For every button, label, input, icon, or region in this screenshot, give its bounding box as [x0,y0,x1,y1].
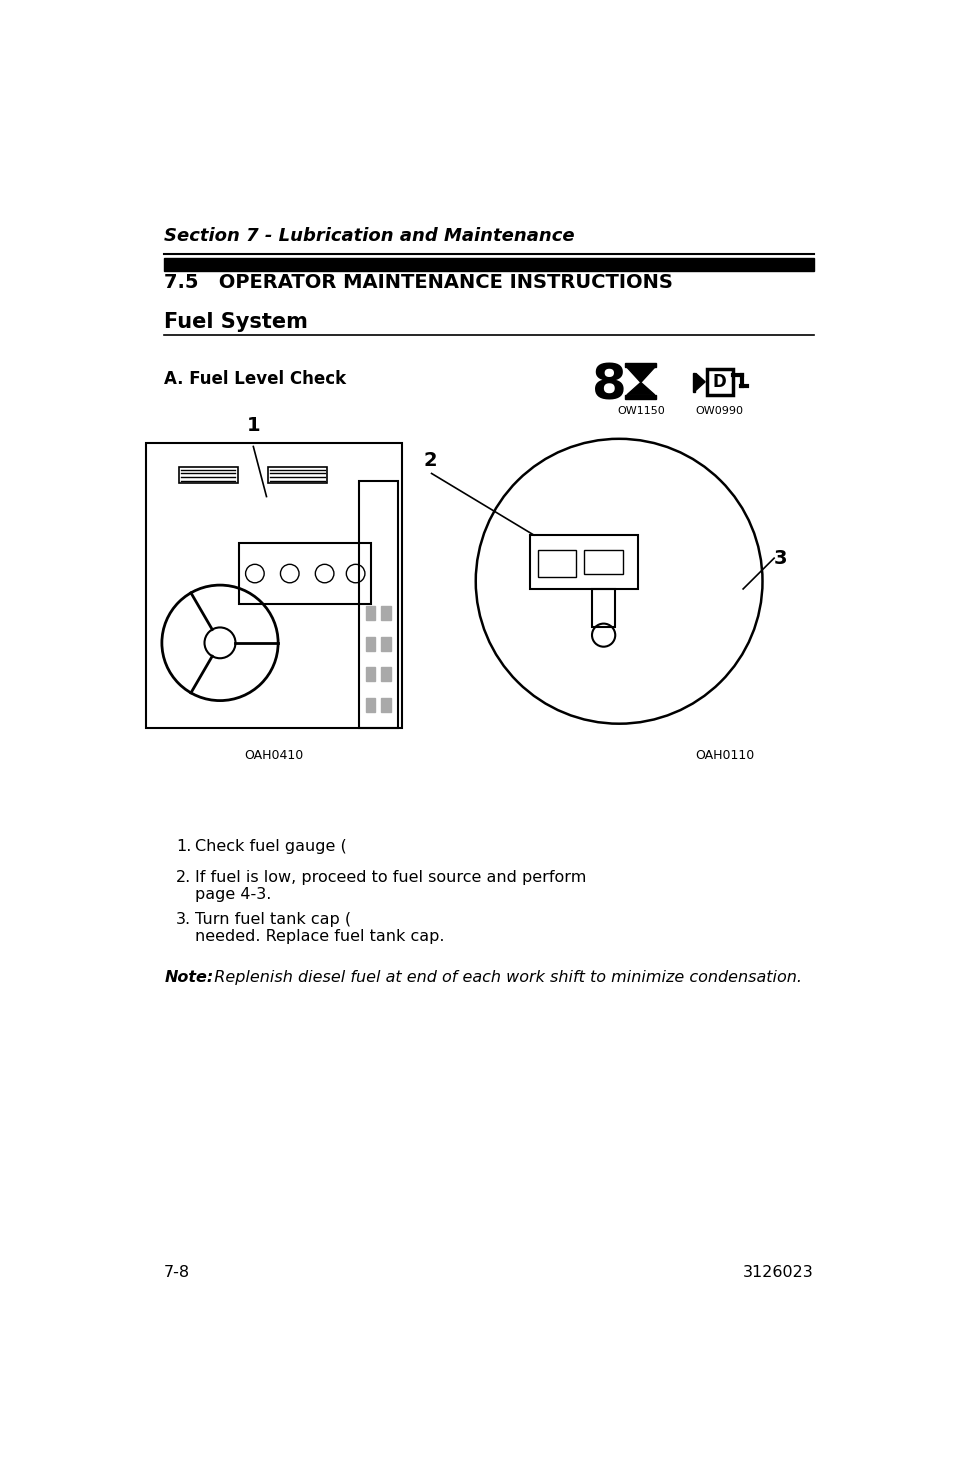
Text: 8: 8 [592,361,626,410]
Text: Fuel System: Fuel System [164,311,308,332]
Text: 1: 1 [246,416,260,435]
Polygon shape [626,382,654,395]
Text: Check fuel gauge (: Check fuel gauge ( [195,839,347,854]
Bar [365,668,375,681]
Text: Note:: Note: [164,971,213,985]
Text: 7-8: 7-8 [164,1266,191,1280]
Text: OAH0410: OAH0410 [244,749,304,763]
Bar [706,369,732,395]
Bar [365,698,375,712]
Text: A. Fuel Level Check: A. Fuel Level Check [164,370,346,388]
Bar [381,668,390,681]
Text: OW0990: OW0990 [695,407,743,416]
Text: 7.5   OPERATOR MAINTENANCE INSTRUCTIONS: 7.5 OPERATOR MAINTENANCE INSTRUCTIONS [164,273,673,292]
Text: 1.: 1. [175,839,191,854]
Text: 3: 3 [773,549,787,568]
Bar [537,550,576,577]
Text: If fuel is low, proceed to fuel source and perform: If fuel is low, proceed to fuel source a… [195,870,591,885]
Bar [365,606,375,619]
Bar [239,543,371,605]
Text: 2.: 2. [175,870,191,885]
Bar [381,698,390,712]
Bar [624,395,656,398]
Text: Turn fuel tank cap (: Turn fuel tank cap ( [195,913,351,928]
Text: D: D [712,373,726,391]
Polygon shape [695,373,704,391]
Polygon shape [626,367,654,382]
Bar [365,637,375,650]
Bar [381,637,390,650]
Text: needed. Replace fuel tank cap.: needed. Replace fuel tank cap. [195,929,444,944]
Bar [624,363,656,367]
Text: Section 7 - Lubrication and Maintenance: Section 7 - Lubrication and Maintenance [164,227,575,245]
Text: OAH0110: OAH0110 [695,749,754,763]
Text: 2: 2 [423,450,437,469]
Text: page 4-3.: page 4-3. [195,886,272,901]
Bar [530,535,638,589]
Bar [179,466,237,484]
Bar [592,589,615,627]
Text: OW1150: OW1150 [617,407,664,416]
Bar [268,466,327,484]
Bar [692,373,695,392]
Bar [359,481,397,727]
Bar [381,606,390,619]
Text: 3126023: 3126023 [742,1266,813,1280]
Text: 3.: 3. [175,913,191,928]
Bar [583,550,622,574]
Text: Replenish diesel fuel at end of each work shift to minimize condensation.: Replenish diesel fuel at end of each wor… [204,971,801,985]
Bar [164,258,813,271]
